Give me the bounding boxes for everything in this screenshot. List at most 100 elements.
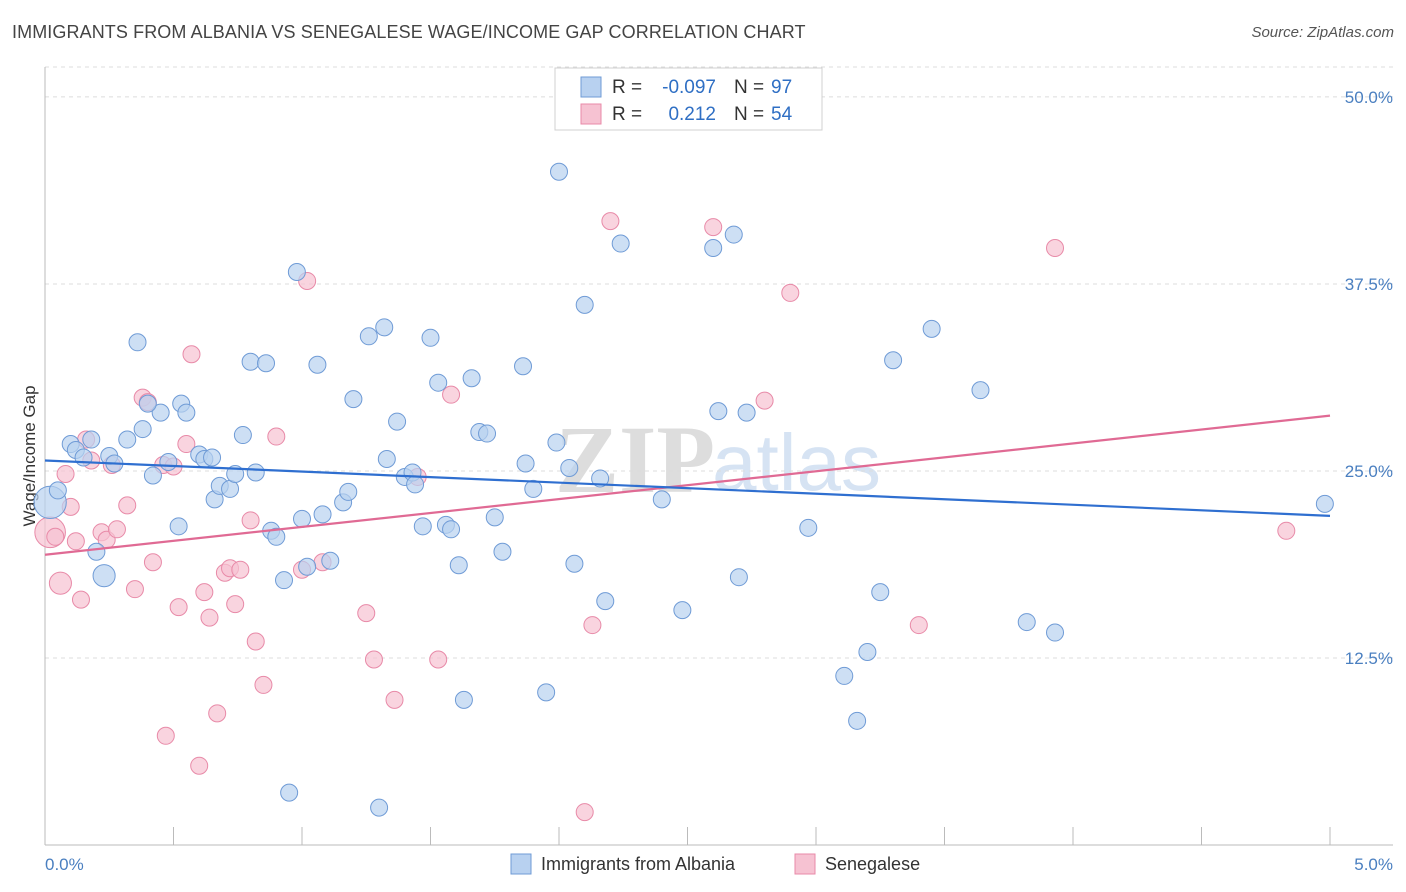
legend-n-value-albania: 97 [771,77,792,98]
albania-point-13 [143,466,162,485]
albania-point-34 [287,262,306,281]
albania-point-16 [138,394,157,413]
senegalese-point-30 [226,595,245,614]
senegalese-point-39 [357,604,376,623]
senegalese-point-1 [46,527,65,546]
albania-point-81 [737,403,756,422]
albania-point-67 [547,433,566,452]
chart-source: Source: ZipAtlas.com [1251,24,1394,41]
legend-r-value-albania: -0.097 [662,77,716,98]
albania-point-60 [478,424,497,443]
senegalese-point-5 [66,532,85,551]
albania-point-38 [313,505,332,524]
senegalese-point-49 [755,391,774,410]
bottom-legend-label-albania: Immigrants from Albania [541,854,736,874]
albania-point-90 [1017,613,1036,632]
senegalese-point-35 [267,427,286,446]
albania-point-64 [516,454,535,473]
albania-point-70 [565,554,584,573]
albania-point-28 [241,352,260,371]
albania-point-30 [257,354,276,373]
albania-point-88 [922,319,941,338]
legend-r-label-senegalese: R = [612,104,642,125]
albania-point-86 [871,583,890,602]
albania-point-7 [92,564,116,588]
albania-point-63 [514,357,533,376]
senegalese-point-44 [442,385,461,404]
legend-swatch-albania [580,76,602,98]
albania-points [33,162,1334,817]
albania-point-61 [485,508,504,527]
albania-point-62 [493,542,512,561]
albania-point-74 [611,234,630,253]
albania-point-11 [128,333,147,352]
senegalese-point-48 [704,218,723,237]
legend-n-label-senegalese: N = [734,104,764,125]
albania-point-72 [591,469,610,488]
senegalese-trend-line [44,414,1331,556]
x-tick-label-0: 0.0% [45,855,84,874]
legend-r-value-senegalese: 0.212 [668,104,716,125]
albania-point-1 [48,481,67,500]
series-legend: Immigrants from Albania Senegalese [510,853,920,875]
senegalese-point-46 [583,616,602,635]
albania-point-50 [406,475,425,494]
albania-point-18 [177,403,196,422]
albania-point-83 [835,666,854,685]
albania-point-35 [293,509,311,528]
albania-point-69 [560,458,579,477]
legend-r-label-albania: R = [612,77,642,98]
senegalese-point-47 [601,212,620,231]
senegalese-point-17 [143,553,162,572]
senegalese-point-40 [364,650,383,669]
y-axis-label: Wage/Income Gap [20,385,39,526]
senegalese-point-45 [575,803,594,822]
albania-point-6 [87,542,106,561]
albania-point-5 [82,430,101,449]
albania-point-78 [709,402,728,421]
albania-point-25 [221,479,240,498]
legend-n-label-albania: N = [734,77,764,98]
x-tick-label-1: 5.0% [1354,855,1393,874]
albania-point-44 [370,798,389,817]
senegalese-point-50 [781,283,800,302]
albania-point-29 [246,463,265,482]
albania-point-51 [413,517,432,536]
watermark-zip: ZIP [555,406,715,513]
albania-point-66 [537,683,556,702]
y-tick-label-0: 12.5% [1345,649,1393,668]
bottom-legend-swatch-senegalese [794,853,816,875]
senegalese-point-13 [118,496,137,515]
albania-point-87 [884,351,903,370]
bottom-legend-label-senegalese: Senegalese [825,854,920,874]
albania-point-76 [673,601,692,620]
albania-point-77 [704,239,723,258]
albania-point-45 [375,318,394,337]
albania-point-37 [308,355,327,374]
albania-point-36 [298,557,317,576]
albania-point-55 [442,520,461,539]
y-tick-label-2: 37.5% [1345,275,1393,294]
watermark: ZIP atlas [555,406,881,513]
senegalese-point-33 [246,632,265,651]
senegalese-point-3 [56,464,75,483]
axes [44,67,1393,846]
albania-point-10 [118,430,137,449]
albania-point-56 [449,556,468,575]
senegalese-point-32 [241,511,260,530]
senegalese-point-53 [1277,521,1296,540]
y-tick-label-3: 50.0% [1345,88,1393,107]
albania-point-22 [203,448,222,467]
albania-point-65 [524,479,543,498]
albania-point-46 [377,449,396,468]
albania-point-53 [429,373,448,392]
bottom-legend-swatch-albania [510,853,532,875]
albania-point-39 [321,551,340,570]
senegalese-point-25 [195,583,214,602]
senegalese-point-51 [909,616,928,635]
albania-point-33 [275,571,294,590]
albania-point-41 [339,482,358,501]
x-tick-labels: 0.0% 5.0% [45,855,1393,874]
senegalese-point-6 [71,590,90,609]
